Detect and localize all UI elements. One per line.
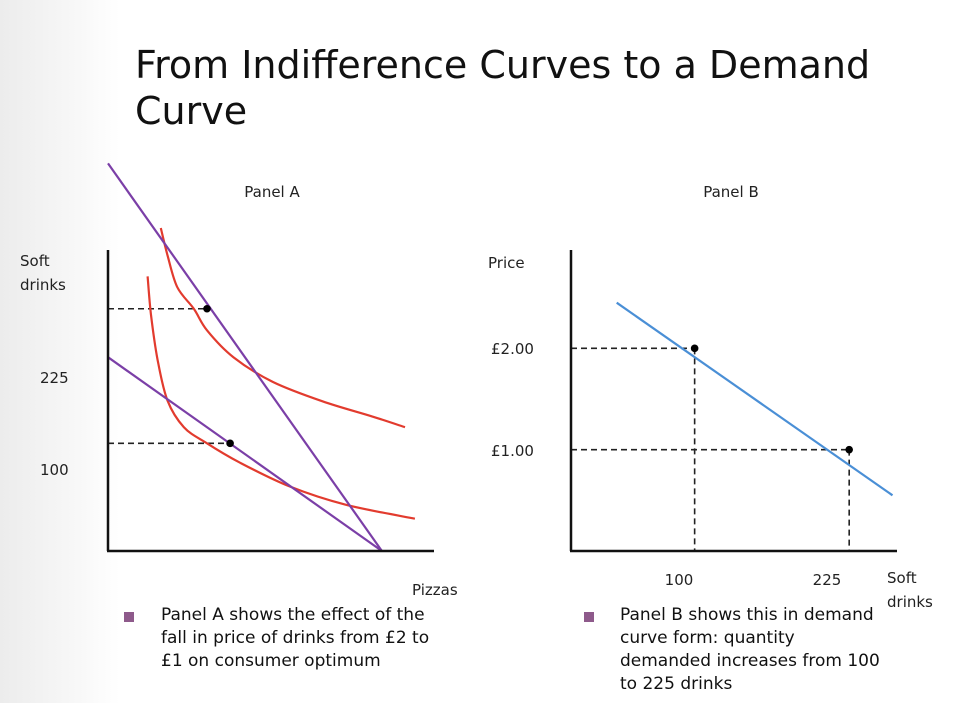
panel-a-ytick-225: 225 [40, 369, 69, 387]
panel-a-series-group [107, 162, 416, 552]
panel-a-series-indifference-1 [146, 276, 416, 520]
panel-b-xlabel-line1: Soft [887, 569, 917, 587]
panel-a-series-budget-2 [107, 356, 383, 552]
panel-a-point-0 [203, 304, 211, 313]
panel-a-xlabel: Pizzas [412, 581, 458, 599]
caption-panel-a: Panel A shows the effect of the fall in … [161, 605, 430, 671]
panel-b-xlabel-line2: drinks [887, 593, 933, 611]
panel-a-ytick-100: 100 [40, 461, 69, 479]
panel-b-series-demand-0 [616, 301, 894, 497]
panel-a-ylabel-line1: Soft [20, 252, 50, 270]
panel-b-point-0 [690, 344, 699, 353]
panel-b-title: Panel B [703, 183, 759, 201]
panel-b-series-group [571, 301, 894, 551]
caption-a-bullet [124, 612, 134, 622]
caption-panel-b: Panel B shows this in demand curve form:… [620, 605, 880, 694]
panel-b-chart: Panel B Price £2.00 £1.00 100 225 Soft d… [488, 183, 933, 611]
caption-b-bullet [584, 612, 594, 622]
panel-a-series-indifference-0 [159, 227, 406, 429]
slide-title: From Indifference Curves to a Demand Cur… [135, 43, 871, 133]
panel-b-ytick-1: £1.00 [491, 442, 534, 460]
panel-b-xtick-100: 100 [665, 571, 694, 589]
panel-a-chart: Panel A Soft drinks Pizzas 225 100 [20, 162, 458, 599]
panel-a-point-1 [226, 439, 234, 448]
panel-b-point-1 [845, 445, 853, 454]
panel-a-title: Panel A [244, 183, 300, 201]
panel-a-ylabel-line2: drinks [20, 276, 66, 294]
panel-a-series-budget-3 [107, 162, 383, 552]
slide-left-shade [0, 0, 120, 703]
panel-b-ytick-2: £2.00 [491, 340, 534, 358]
panel-b-ylabel: Price [488, 254, 525, 272]
panel-b-xtick-225: 225 [813, 571, 842, 589]
